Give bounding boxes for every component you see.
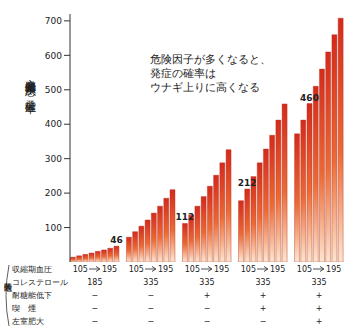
html-text:105: 105 bbox=[128, 265, 144, 274]
html-text:105: 105 bbox=[296, 265, 313, 274]
html-text:左室肥大: 左室肥大 bbox=[12, 317, 44, 326]
svg-text:700: 700 bbox=[45, 16, 62, 26]
html-text:195: 195 bbox=[214, 265, 230, 274]
svg-text:460: 460 bbox=[300, 93, 319, 103]
html-text:195: 195 bbox=[270, 265, 286, 274]
html-text:335: 335 bbox=[255, 278, 271, 287]
html-text:195: 195 bbox=[158, 265, 174, 274]
svg-text:112: 112 bbox=[176, 212, 195, 222]
html-text:185: 185 bbox=[87, 278, 103, 287]
svg-text:600: 600 bbox=[45, 51, 62, 61]
html-text:発症の確率は: 発症の確率は bbox=[150, 67, 216, 79]
html-text:335: 335 bbox=[143, 278, 159, 287]
html-text:喫 煙: 喫 煙 bbox=[12, 304, 36, 313]
svg-text:200: 200 bbox=[45, 188, 62, 198]
svg-text:212: 212 bbox=[238, 178, 257, 188]
svg-text:500: 500 bbox=[45, 85, 62, 95]
html-text:105: 105 bbox=[240, 265, 256, 274]
html-text:335: 335 bbox=[199, 278, 215, 287]
html-text:ウナギ上りに高くなる: ウナギ上りに高くなる bbox=[150, 81, 260, 93]
html-text:コレステロール: コレステロール bbox=[12, 278, 68, 287]
html-text:105: 105 bbox=[184, 265, 200, 274]
html-text:収縮期血圧: 収縮期血圧 bbox=[12, 265, 52, 274]
svg-text:100: 100 bbox=[45, 223, 62, 233]
svg-text:46: 46 bbox=[110, 235, 123, 245]
svg-text:400: 400 bbox=[45, 119, 62, 129]
html-text:危険因子が多くなると、: 危険因子が多くなると、 bbox=[150, 53, 271, 65]
html-text:心臓血管系疾患の発症確率: 心臓血管系疾患の発症確率 bbox=[24, 70, 37, 95]
html-text:195: 195 bbox=[326, 265, 342, 274]
html-text:335: 335 bbox=[311, 278, 327, 287]
html-text:105: 105 bbox=[72, 265, 88, 274]
svg-text:300: 300 bbox=[45, 154, 62, 164]
html-text:195: 195 bbox=[101, 265, 118, 274]
html-text:耐糖能低下: 耐糖能低下 bbox=[12, 291, 52, 300]
